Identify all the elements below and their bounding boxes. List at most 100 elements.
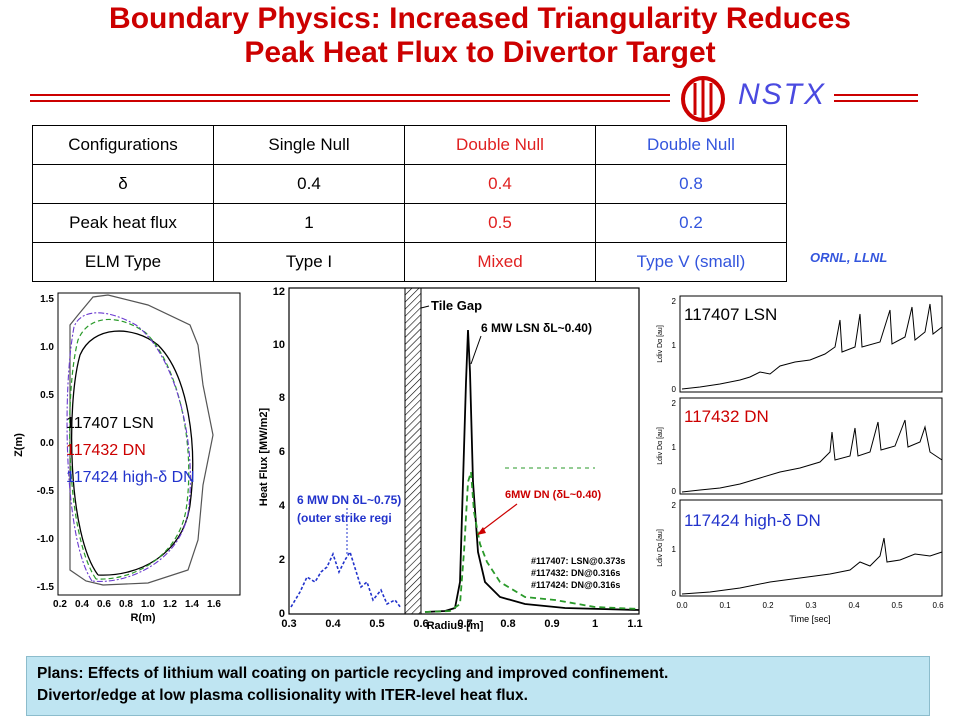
annotation-high-delta-1: 6 MW DN δL~0.75) [297, 493, 401, 507]
annotation-lsn: 6 MW LSN δL~0.40) [481, 321, 592, 335]
tick-label: 0.1 [719, 601, 731, 610]
tile-gap-region [404, 287, 422, 615]
tick-label: 0.4 [75, 599, 89, 610]
configurations-table: Configurations Single Null Double Null D… [32, 125, 787, 282]
d-alpha-panel-3: 117424 high-δ DN [679, 499, 943, 597]
tick-label: 2 [672, 501, 677, 510]
plans-line-2: Divertor/edge at low plasma collisionali… [37, 687, 528, 704]
table-cell: Double Null [404, 125, 596, 165]
axis-label-y: Ldiv Dα [au] [657, 427, 664, 465]
tick-label: 10 [273, 339, 285, 351]
table-row: δ 0.4 0.4 0.8 [32, 164, 787, 204]
tick-label: 2 [279, 554, 285, 566]
table-cell: 0.8 [595, 164, 787, 204]
tick-label: 1.5 [40, 294, 54, 305]
annotation-dn: 6MW DN (δL~0.40) [505, 489, 602, 501]
plans-line-1: Plans: Effects of lithium wall coating o… [37, 665, 669, 682]
tick-label: 0.3 [281, 618, 296, 630]
table-cell: Mixed [404, 242, 596, 282]
tick-label: 0.0 [40, 438, 54, 449]
lsn-profile [424, 329, 640, 613]
shot-label: #117432: DN@0.316s [531, 568, 620, 578]
axis-label-y: Ldiv Dα [au] [657, 529, 664, 567]
axis-label-y: Ldiv Dα [au] [657, 325, 664, 363]
table-cell: 0.4 [404, 164, 596, 204]
tick-label: 0.5 [40, 390, 54, 401]
tick-label: 4 [279, 500, 286, 512]
dn-profile [424, 471, 640, 613]
table-cell: Single Null [213, 125, 405, 165]
tick-label: 0.3 [805, 601, 817, 610]
shot-label: #117424: DN@0.316s [531, 580, 620, 590]
table-header-row: Configurations Single Null Double Null D… [32, 125, 787, 165]
tick-label: 0 [672, 589, 677, 598]
table-row: Peak heat flux 1 0.5 0.2 [32, 203, 787, 243]
nstx-logo-icon [681, 76, 725, 122]
lsn-separatrix [70, 330, 194, 576]
trace-high-delta [681, 537, 943, 595]
tick-label: 0.7 [457, 618, 472, 630]
d-alpha-plot: 117407 LSN 117432 DN 117424 high-δ DN 2 … [657, 295, 944, 624]
dn-separatrix [69, 319, 190, 580]
high-delta-dn-profile [290, 550, 402, 609]
tick-label: 0 [279, 608, 285, 620]
credit-label: ORNL, LLNL [810, 250, 888, 265]
annotation-high-delta-2: (outer strike regi [297, 511, 392, 525]
tick-label: 1.2 [163, 599, 177, 610]
table-cell: 0.5 [404, 203, 596, 243]
title-rule-right-top [834, 94, 918, 96]
tick-label: 8 [279, 392, 285, 404]
panel-label-high-delta: 117424 high-δ DN [684, 511, 821, 530]
equilibrium-plot: Z(m) R(m) 1.5 1.0 0.5 0.0 -0.5 -1.0 -1.5… [13, 292, 241, 624]
tick-label: 0.8 [119, 599, 133, 610]
tick-label: 0.5 [891, 601, 903, 610]
tick-label: 1 [672, 341, 677, 350]
shot-label: #117407: LSN@0.373s [531, 556, 625, 566]
trace-lsn [681, 303, 943, 390]
tick-label: 0.9 [544, 618, 559, 630]
tick-label: 1 [592, 618, 598, 630]
table-cell: 0.2 [595, 203, 787, 243]
tick-label: 0.4 [325, 618, 341, 630]
heat-flux-plot: Heat Flux [MW/m2] Radius [m] 0 2 4 6 8 1… [258, 286, 643, 632]
plans-box: Plans: Effects of lithium wall coating o… [26, 656, 930, 716]
tick-label: 2 [672, 297, 677, 306]
vessel-wall [69, 294, 214, 586]
tick-label: 1.6 [207, 599, 221, 610]
nstx-logo-text: NSTX [738, 78, 827, 111]
table-cell: ELM Type [32, 242, 214, 282]
tick-label: 2 [672, 399, 677, 408]
axis-label-x: Time [sec] [789, 614, 830, 624]
tick-label: -1.0 [37, 534, 55, 545]
axis-label-x: R(m) [130, 612, 155, 624]
tick-label: 0.6 [413, 618, 428, 630]
tick-label: 0.0 [676, 601, 688, 610]
title-rule-left-top [30, 94, 670, 96]
title-rule-left-bottom [30, 100, 670, 102]
tick-label: 0.2 [53, 599, 67, 610]
tick-label: 0.6 [932, 601, 944, 610]
table-cell: Type I [213, 242, 405, 282]
legend-dn: 117432 DN [66, 442, 146, 459]
tick-label: 1.0 [40, 342, 54, 353]
tick-label: -1.5 [37, 582, 55, 593]
tick-label: 1.4 [185, 599, 199, 610]
tick-label: 12 [273, 286, 285, 298]
tick-label: 1.0 [141, 599, 155, 610]
tick-label: 0 [672, 385, 677, 394]
table-cell: 1 [213, 203, 405, 243]
table-cell: Configurations [32, 125, 214, 165]
d-alpha-panel-1: 117407 LSN [679, 295, 943, 393]
tick-label: 0.8 [500, 618, 515, 630]
trace-dn [681, 419, 943, 493]
table-cell: 0.4 [213, 164, 405, 204]
axis-label-y: Z(m) [13, 433, 25, 457]
axis-label-x: Radius [m] [427, 620, 484, 632]
d-alpha-panel-2: 117432 DN [679, 397, 943, 495]
slide-title: Boundary Physics: Increased Triangularit… [0, 2, 960, 70]
table-cell: δ [32, 164, 214, 204]
legend-lsn: 117407 LSN [66, 415, 154, 432]
tick-label: 0.5 [369, 618, 384, 630]
tick-label: 0.4 [848, 601, 860, 610]
tick-label: 0.2 [762, 601, 774, 610]
